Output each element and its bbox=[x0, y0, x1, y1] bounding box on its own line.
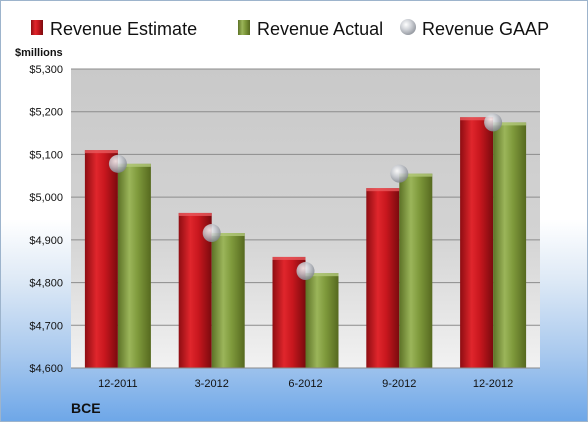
actual-bar bbox=[305, 273, 339, 368]
gaap-point bbox=[108, 154, 127, 173]
estimate-bar bbox=[366, 188, 400, 368]
x-tick-label: 9-2012 bbox=[382, 378, 416, 390]
actual-bar-cap bbox=[493, 122, 527, 126]
legend-estimate-swatch bbox=[31, 20, 43, 35]
actual-bar bbox=[117, 163, 151, 368]
x-tick-label: 12-2012 bbox=[473, 378, 513, 390]
legend: Revenue Estimate Revenue Actual Revenue … bbox=[31, 19, 549, 39]
legend-estimate-label: Revenue Estimate bbox=[50, 19, 197, 39]
y-axis-ticks: $4,600 $4,700 $4,800 $4,900 $5,000 $5,100 $5,2… bbox=[29, 64, 63, 375]
gaap-points bbox=[108, 113, 503, 281]
gaap-point bbox=[202, 224, 221, 243]
legend-gaap-label: Revenue GAAP bbox=[422, 19, 549, 39]
estimate-bar-cap bbox=[366, 188, 400, 192]
y-tick-label: $5,000 bbox=[29, 192, 63, 204]
gaap-point bbox=[296, 262, 315, 281]
legend-actual-label: Revenue Actual bbox=[257, 19, 383, 39]
y-tick-label: $4,800 bbox=[29, 278, 63, 290]
y-tick-label: $4,600 bbox=[29, 363, 63, 375]
company-label: BCE bbox=[71, 400, 101, 416]
estimate-bar bbox=[460, 117, 494, 368]
actual-bar bbox=[493, 122, 527, 369]
x-tick-label: 6-2012 bbox=[288, 378, 322, 390]
y-tick-label: $5,300 bbox=[29, 64, 63, 76]
estimate-bar-cap bbox=[84, 150, 118, 154]
gaap-point bbox=[484, 113, 503, 132]
actual-bar bbox=[399, 173, 433, 368]
estimate-bar bbox=[84, 150, 118, 368]
actual-bar-cap bbox=[117, 163, 151, 167]
estimate-bar-cap bbox=[272, 256, 306, 260]
legend-actual-swatch bbox=[238, 20, 250, 35]
y-tick-label: $4,900 bbox=[29, 235, 63, 247]
estimate-bar-cap bbox=[178, 212, 212, 216]
legend-gaap-marker bbox=[400, 19, 416, 35]
y-tick-label: $5,100 bbox=[29, 149, 63, 161]
gaap-point bbox=[390, 164, 409, 183]
bars bbox=[84, 117, 527, 369]
actual-bar-cap bbox=[305, 273, 339, 277]
x-tick-label: 3-2012 bbox=[195, 378, 229, 390]
actual-bar-cap bbox=[211, 233, 245, 237]
y-unit-label: $millions bbox=[15, 47, 63, 59]
estimate-bar-cap bbox=[460, 117, 494, 121]
actual-bar bbox=[211, 233, 245, 368]
actual-bar-cap bbox=[399, 173, 433, 177]
y-tick-label: $5,200 bbox=[29, 107, 63, 119]
x-tick-label: 12-2011 bbox=[98, 378, 138, 390]
x-axis-ticks: 12-2011 3-2012 6-2012 9-2012 12-2012 bbox=[98, 378, 513, 390]
y-tick-label: $4,700 bbox=[29, 320, 63, 332]
